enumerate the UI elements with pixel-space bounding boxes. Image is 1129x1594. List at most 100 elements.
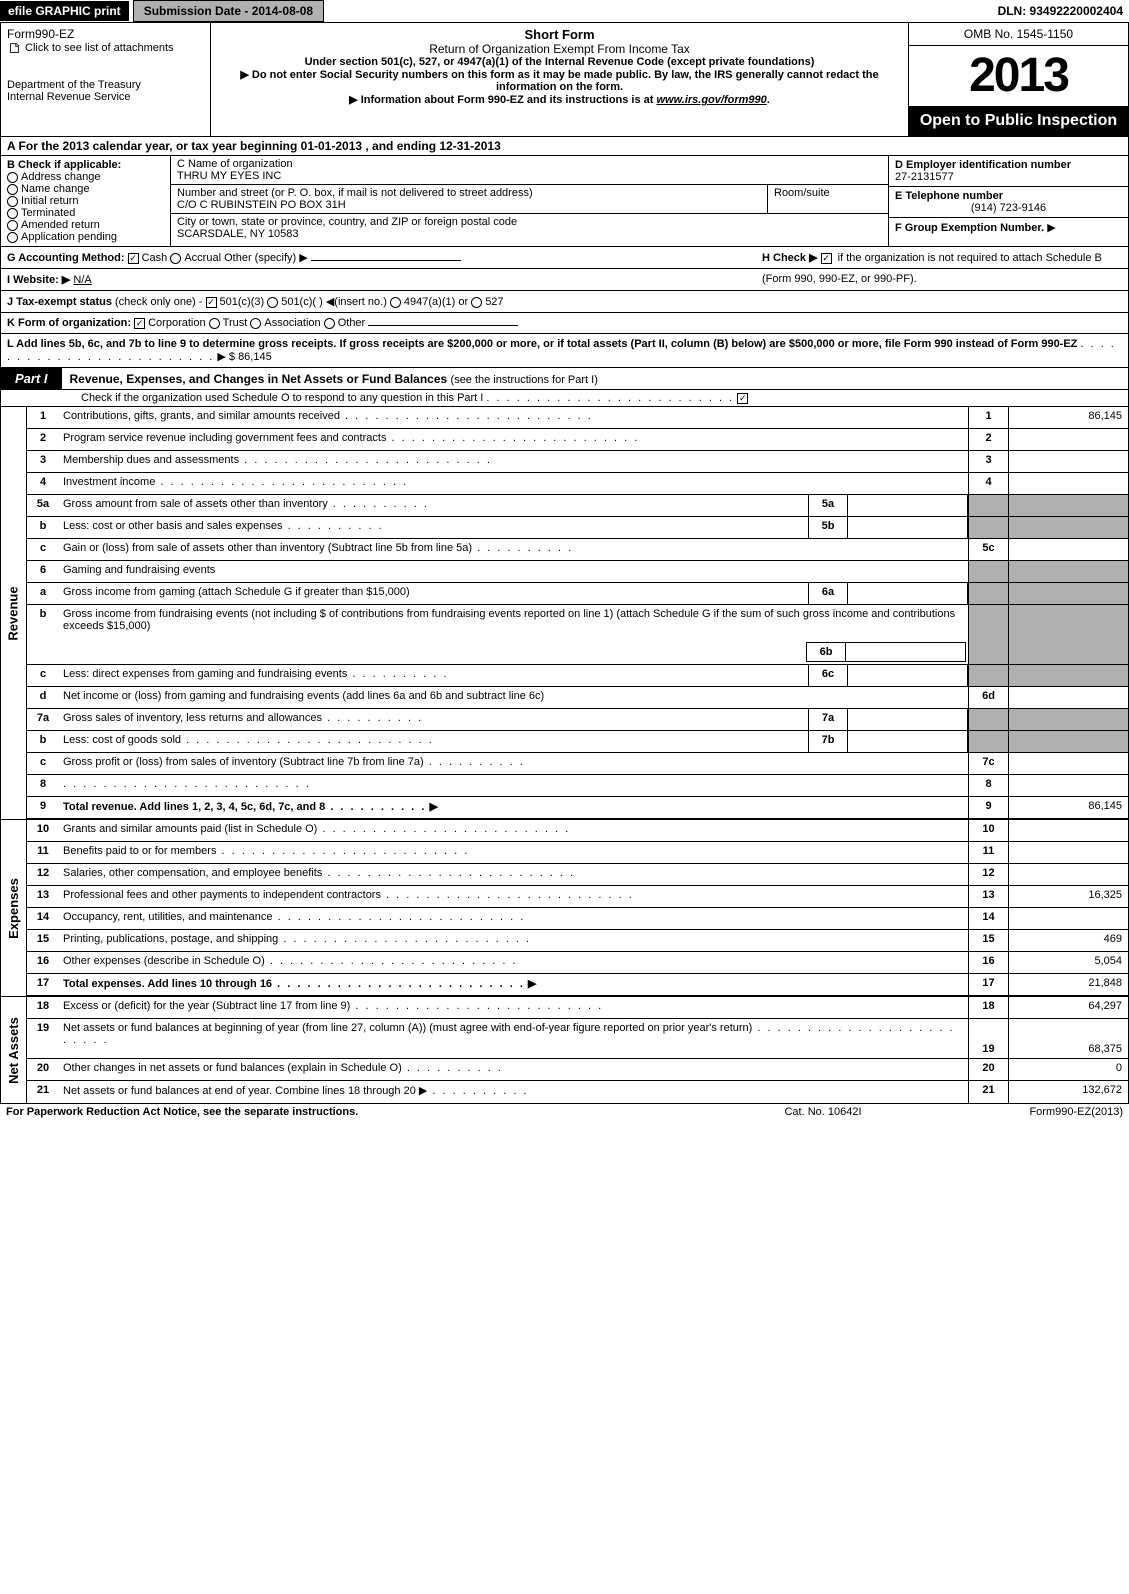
line-4-rn: 4 — [968, 473, 1008, 494]
irs-link[interactable]: www.irs.gov/form990 — [657, 94, 767, 106]
revenue-section: Revenue 1 Contributions, gifts, grants, … — [1, 407, 1128, 819]
part-i-label: Part I — [1, 368, 62, 389]
header-right: OMB No. 1545-1150 2013 Open to Public In… — [908, 23, 1128, 136]
amended-radio[interactable] — [7, 220, 18, 231]
line-16-num: 16 — [27, 952, 59, 973]
cat-number: Cat. No. 10642I — [723, 1106, 923, 1118]
line-2-desc: Program service revenue including govern… — [59, 429, 968, 450]
part-i-check-row: Check if the organization used Schedule … — [1, 390, 1128, 407]
line-15-num: 15 — [27, 930, 59, 951]
name-change-radio[interactable] — [7, 184, 18, 195]
527-radio[interactable] — [471, 297, 482, 308]
expenses-section: Expenses 10 Grants and similar amounts p… — [1, 819, 1128, 996]
line-14-desc: Occupancy, rent, utilities, and maintena… — [59, 908, 968, 929]
line-3-val — [1008, 451, 1128, 472]
tax-exempt-label: J Tax-exempt status — [7, 296, 112, 308]
open-public-badge: Open to Public Inspection — [909, 106, 1128, 136]
assoc-radio[interactable] — [250, 318, 261, 329]
line-10-val — [1008, 820, 1128, 841]
accrual-radio[interactable] — [170, 253, 181, 264]
line-19-desc: Net assets or fund balances at beginning… — [59, 1019, 968, 1058]
line-21: 21 Net assets or fund balances at end of… — [27, 1081, 1128, 1103]
line-2: 2 Program service revenue including gove… — [27, 429, 1128, 451]
line-13: 13 Professional fees and other payments … — [27, 886, 1128, 908]
tax-exempt-sub: (check only one) - — [115, 296, 202, 308]
line-6b-num: b — [27, 605, 59, 664]
4947-radio[interactable] — [390, 297, 401, 308]
line-16-desc: Other expenses (describe in Schedule O) — [59, 952, 968, 973]
line-4-val — [1008, 473, 1128, 494]
line-6c: c Less: direct expenses from gaming and … — [27, 665, 1128, 687]
line-5b-mn: 5b — [808, 517, 848, 538]
line-6b: b Gross income from fundraising events (… — [27, 605, 1128, 665]
pending-radio[interactable] — [7, 232, 18, 243]
line-6d-rn: 6d — [968, 687, 1008, 708]
form-number-footer: Form990-EZ(2013) — [923, 1106, 1123, 1118]
terminated-radio[interactable] — [7, 208, 18, 219]
accounting-label: G Accounting Method: — [7, 252, 125, 264]
efile-print-button[interactable]: efile GRAPHIC print — [0, 1, 129, 21]
part-i-header: Part I Revenue, Expenses, and Changes in… — [1, 368, 1128, 390]
accrual-label: Accrual — [184, 252, 221, 264]
line-21-num: 21 — [27, 1081, 59, 1103]
line-8-val — [1008, 775, 1128, 796]
line-5a-mn: 5a — [808, 495, 848, 516]
line-3-rn: 3 — [968, 451, 1008, 472]
ein-value: 27-2131577 — [895, 171, 954, 183]
line-5a-mv — [848, 495, 968, 516]
schedule-o-checkbox[interactable] — [737, 393, 748, 404]
revenue-side-label: Revenue — [1, 407, 27, 819]
cash-checkbox[interactable] — [128, 253, 139, 264]
h-text: if the organization is not required to a… — [838, 252, 1102, 264]
501c3-label: 501(c)(3) — [220, 296, 265, 308]
box-f: F Group Exemption Number. ▶ — [889, 218, 1128, 237]
line-4: 4 Investment income 4 — [27, 473, 1128, 495]
501c3-checkbox[interactable] — [206, 297, 217, 308]
other-org-line[interactable] — [368, 325, 518, 326]
line-6a-mn: 6a — [808, 583, 848, 604]
dln-label: DLN: 93492220002404 — [998, 4, 1129, 18]
line-15-rn: 15 — [968, 930, 1008, 951]
part-i-sub: (see the instructions for Part I) — [451, 374, 598, 386]
row-k: K Form of organization: Corporation Trus… — [1, 313, 1128, 334]
line-8-desc — [59, 775, 968, 796]
name-change-label: Name change — [21, 183, 90, 195]
line-6c-num: c — [27, 665, 59, 686]
line-20-rn: 20 — [968, 1059, 1008, 1080]
other-org-radio[interactable] — [324, 318, 335, 329]
line-16: 16 Other expenses (describe in Schedule … — [27, 952, 1128, 974]
amended-label: Amended return — [21, 219, 100, 231]
line-21-rn: 21 — [968, 1081, 1008, 1103]
other-specify-line[interactable] — [311, 260, 461, 261]
warning-1: ▶ Do not enter Social Security numbers o… — [219, 68, 900, 93]
corp-checkbox[interactable] — [134, 318, 145, 329]
line-6b-mv — [846, 642, 966, 662]
line-14-rn: 14 — [968, 908, 1008, 929]
net-assets-rows: 18 Excess or (deficit) for the year (Sub… — [27, 997, 1128, 1103]
section-subtitle: Under section 501(c), 527, or 4947(a)(1)… — [219, 56, 900, 68]
line-6c-mv — [848, 665, 968, 686]
initial-return-radio[interactable] — [7, 196, 18, 207]
line-9-num: 9 — [27, 797, 59, 818]
address-change-radio[interactable] — [7, 172, 18, 183]
line-1-num: 1 — [27, 407, 59, 428]
part-i-title-text: Revenue, Expenses, and Changes in Net As… — [70, 372, 448, 386]
line-5a: 5a Gross amount from sale of assets othe… — [27, 495, 1128, 517]
line-5c: c Gain or (loss) from sale of assets oth… — [27, 539, 1128, 561]
line-7b-rn — [968, 731, 1008, 752]
header-center: Short Form Return of Organization Exempt… — [211, 23, 908, 136]
501c-radio[interactable] — [267, 297, 278, 308]
return-title: Return of Organization Exempt From Incom… — [219, 42, 900, 56]
box-h: H Check ▶ if the organization is not req… — [762, 251, 1122, 264]
h-label: H Check ▶ — [762, 252, 818, 264]
phone-label: E Telephone number — [895, 190, 1003, 202]
line-7a-rn — [968, 709, 1008, 730]
corp-label: Corporation — [148, 317, 205, 329]
page-footer: For Paperwork Reduction Act Notice, see … — [0, 1104, 1129, 1120]
schedule-b-checkbox[interactable] — [821, 253, 832, 264]
line-9-desc: Total revenue. Add lines 1, 2, 3, 4, 5c,… — [59, 797, 968, 818]
trust-radio[interactable] — [209, 318, 220, 329]
attachments-link[interactable]: Click to see list of attachments — [7, 41, 204, 55]
city-value: SCARSDALE, NY 10583 — [177, 228, 882, 240]
line-15-val: 469 — [1008, 930, 1128, 951]
